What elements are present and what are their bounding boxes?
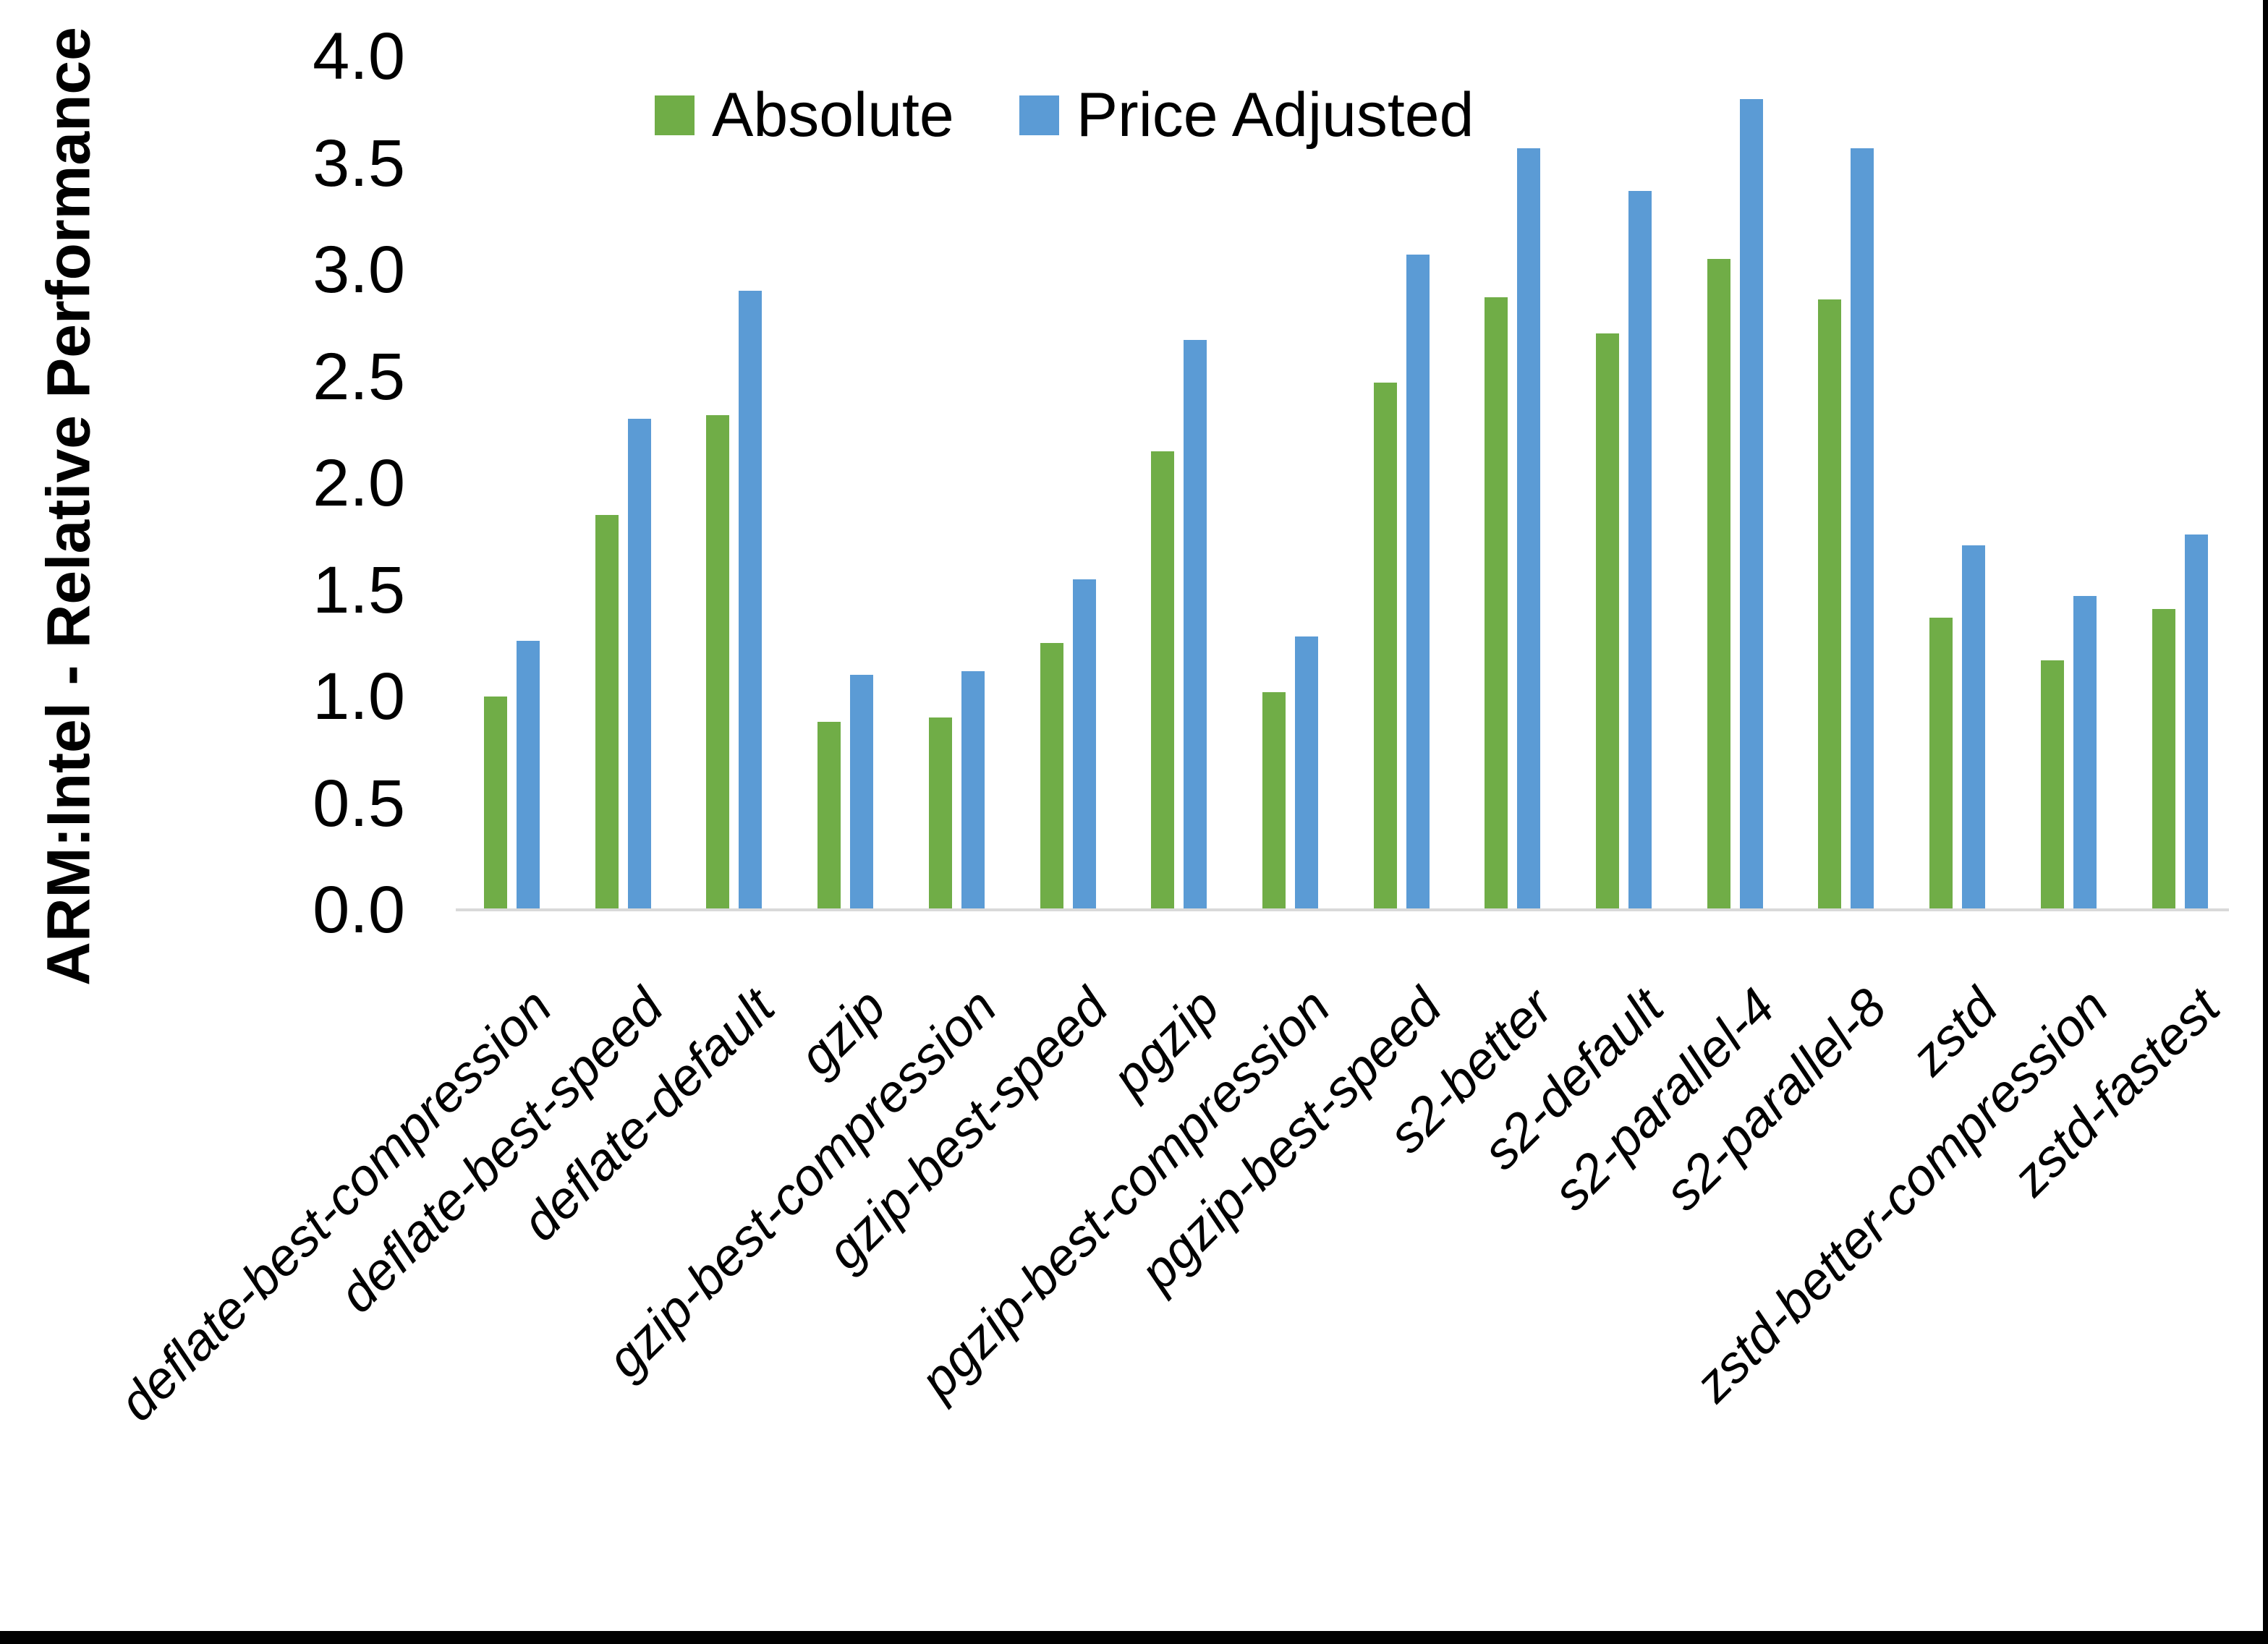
bar-price-adjusted bbox=[961, 671, 985, 910]
legend-item-absolute: Absolute bbox=[655, 84, 954, 146]
bar-absolute bbox=[595, 515, 619, 910]
bar-price-adjusted bbox=[739, 291, 762, 910]
bar-price-adjusted bbox=[1517, 148, 1540, 910]
bar-price-adjusted bbox=[2185, 534, 2208, 910]
y-tick-label: 0.5 bbox=[313, 766, 405, 840]
bar-price-adjusted bbox=[1851, 148, 1874, 910]
bar-absolute bbox=[1040, 643, 1063, 910]
bar-price-adjusted bbox=[628, 419, 651, 910]
legend-swatch-absolute bbox=[655, 95, 695, 135]
legend-swatch-price-adjusted bbox=[1019, 95, 1059, 135]
y-tick-label: 1.5 bbox=[313, 553, 405, 627]
y-tick-label: 4.0 bbox=[313, 20, 405, 93]
bar-price-adjusted bbox=[1406, 255, 1430, 910]
bar-price-adjusted bbox=[1740, 99, 1763, 910]
bar-absolute bbox=[2152, 609, 2175, 910]
bar-absolute bbox=[484, 697, 507, 910]
bar-price-adjusted bbox=[1295, 636, 1318, 910]
bar-absolute bbox=[1929, 618, 1953, 910]
bar-price-adjusted bbox=[850, 675, 873, 910]
bar-price-adjusted bbox=[1962, 545, 1985, 910]
bar-price-adjusted bbox=[1184, 340, 1207, 910]
y-tick-label: 1.0 bbox=[313, 660, 405, 733]
bar-absolute bbox=[706, 415, 729, 910]
y-tick-label: 0.0 bbox=[313, 873, 405, 947]
bar-absolute bbox=[1596, 333, 1619, 910]
y-tick-label: 3.0 bbox=[313, 233, 405, 307]
legend-label-price-adjusted: Price Adjusted bbox=[1076, 80, 1474, 150]
bar-absolute bbox=[1262, 692, 1286, 910]
legend: Absolute Price Adjusted bbox=[655, 84, 1474, 146]
bar-absolute bbox=[2041, 660, 2064, 910]
bar-price-adjusted bbox=[517, 641, 540, 910]
bar-absolute bbox=[1374, 383, 1397, 910]
x-axis-label: deflate-best-compression bbox=[108, 978, 564, 1433]
bar-absolute bbox=[1485, 297, 1508, 910]
legend-label-absolute: Absolute bbox=[712, 80, 954, 150]
bar-price-adjusted bbox=[1628, 191, 1652, 910]
legend-item-price-adjusted: Price Adjusted bbox=[1019, 84, 1474, 146]
bar-absolute bbox=[817, 722, 841, 910]
y-tick-label: 2.5 bbox=[313, 339, 405, 414]
y-axis-title: ARM:Intel - Relative Performance bbox=[34, 27, 103, 986]
bar-absolute bbox=[929, 717, 952, 910]
frame-bottom-border bbox=[0, 1631, 2268, 1644]
y-tick-label: 2.0 bbox=[313, 446, 405, 520]
y-tick-label: 3.5 bbox=[313, 126, 405, 200]
frame-right-border bbox=[2263, 0, 2268, 1644]
bar-price-adjusted bbox=[2073, 596, 2097, 910]
bar-absolute bbox=[1818, 299, 1841, 910]
bar-absolute bbox=[1151, 451, 1174, 910]
bar-price-adjusted bbox=[1073, 579, 1096, 910]
bar-absolute bbox=[1707, 259, 1730, 910]
x-axis-line bbox=[456, 908, 2229, 911]
